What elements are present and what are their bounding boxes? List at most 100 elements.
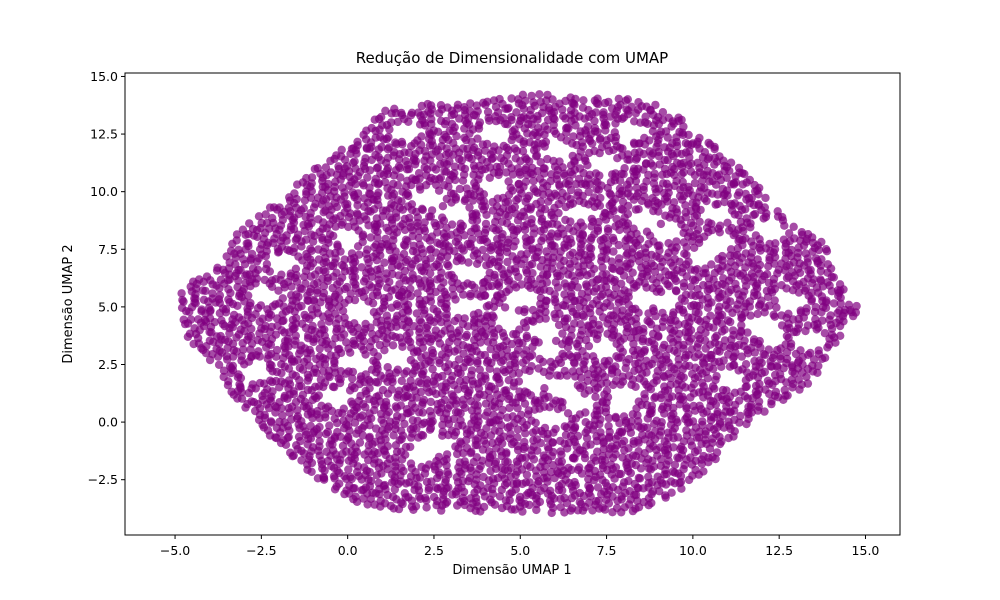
scatter-point bbox=[405, 213, 414, 223]
scatter-point bbox=[466, 99, 475, 108]
scatter-point bbox=[687, 290, 696, 300]
scatter-point bbox=[289, 225, 299, 234]
scatter-point bbox=[818, 316, 827, 325]
scatter-point bbox=[571, 121, 580, 130]
scatter-point bbox=[547, 264, 557, 273]
scatter-point bbox=[253, 265, 263, 274]
scatter-point bbox=[396, 173, 405, 182]
scatter-point bbox=[707, 260, 716, 269]
scatter-point bbox=[186, 315, 196, 324]
scatter-point bbox=[487, 382, 496, 391]
scatter-point bbox=[563, 314, 572, 323]
scatter-point bbox=[205, 314, 215, 323]
scatter-point bbox=[625, 275, 635, 284]
scatter-point bbox=[404, 117, 413, 127]
scatter-point bbox=[342, 162, 352, 171]
scatter-point bbox=[246, 298, 255, 308]
scatter-point bbox=[584, 386, 594, 395]
scatter-point bbox=[376, 169, 385, 178]
scatter-point bbox=[816, 275, 825, 284]
scatter-point bbox=[229, 310, 239, 320]
scatter-point bbox=[529, 98, 538, 107]
scatter-point bbox=[586, 440, 595, 449]
scatter-point bbox=[661, 493, 670, 502]
scatter-point bbox=[417, 132, 426, 141]
scatter-point bbox=[565, 176, 574, 186]
scatter-point bbox=[600, 118, 610, 128]
scatter-point bbox=[623, 324, 632, 333]
x-tick-label: 12.5 bbox=[765, 543, 793, 558]
scatter-point bbox=[500, 303, 510, 312]
scatter-point bbox=[611, 362, 620, 371]
scatter-point bbox=[267, 361, 276, 370]
scatter-point bbox=[722, 186, 732, 195]
scatter-point bbox=[524, 191, 534, 201]
scatter-point bbox=[504, 177, 513, 186]
scatter-point bbox=[507, 94, 516, 103]
scatter-point bbox=[578, 347, 587, 356]
scatter-point bbox=[350, 319, 359, 328]
scatter-point bbox=[642, 177, 651, 186]
scatter-point bbox=[338, 183, 347, 192]
scatter-point bbox=[321, 163, 331, 172]
scatter-point bbox=[453, 100, 463, 110]
scatter-point bbox=[809, 355, 819, 364]
scatter-point bbox=[655, 351, 664, 360]
scatter-point bbox=[315, 422, 324, 432]
scatter-point bbox=[504, 159, 513, 168]
scatter-point bbox=[775, 370, 785, 379]
scatter-point bbox=[540, 384, 549, 393]
scatter-point bbox=[601, 233, 610, 242]
scatter-point bbox=[586, 492, 595, 501]
scatter-point bbox=[590, 116, 599, 126]
scatter-point bbox=[487, 498, 496, 507]
scatter-point bbox=[206, 306, 215, 315]
scatter-point bbox=[540, 453, 550, 462]
scatter-point bbox=[695, 133, 704, 143]
scatter-point bbox=[677, 372, 686, 381]
scatter-point bbox=[777, 321, 787, 330]
scatter-point bbox=[337, 145, 346, 154]
scatter-point bbox=[358, 179, 367, 188]
scatter-point bbox=[321, 267, 330, 277]
scatter-point bbox=[560, 169, 569, 178]
scatter-point bbox=[528, 269, 537, 278]
scatter-point bbox=[634, 98, 643, 107]
scatter-point bbox=[415, 240, 424, 249]
scatter-point bbox=[814, 361, 823, 371]
scatter-point bbox=[479, 190, 489, 199]
scatter-point bbox=[829, 273, 838, 282]
scatter-point bbox=[457, 244, 467, 253]
scatter-point bbox=[323, 427, 332, 437]
scatter-point bbox=[631, 382, 640, 391]
scatter-point bbox=[294, 432, 304, 441]
scatter-point bbox=[708, 189, 717, 198]
scatter-point bbox=[669, 409, 678, 418]
scatter-point bbox=[534, 364, 543, 373]
scatter-point bbox=[601, 209, 610, 218]
scatter-point bbox=[693, 446, 702, 455]
scatter-point bbox=[755, 235, 764, 244]
scatter-point bbox=[351, 280, 360, 289]
scatter-point bbox=[397, 197, 406, 206]
scatter-point bbox=[655, 284, 664, 294]
scatter-point bbox=[348, 374, 357, 383]
scatter-point bbox=[334, 162, 343, 171]
scatter-point bbox=[381, 234, 390, 244]
scatter-point bbox=[556, 503, 565, 512]
scatter-point bbox=[365, 280, 374, 289]
scatter-point bbox=[787, 245, 796, 255]
scatter-point bbox=[429, 304, 438, 314]
scatter-point bbox=[728, 326, 738, 335]
scatter-point bbox=[353, 189, 363, 198]
scatter-point bbox=[572, 351, 582, 361]
scatter-point bbox=[532, 435, 542, 444]
scatter-point bbox=[418, 408, 427, 417]
scatter-point bbox=[560, 422, 569, 431]
scatter-point bbox=[624, 355, 634, 364]
scatter-point bbox=[669, 198, 679, 207]
scatter-point bbox=[260, 275, 269, 285]
scatter-point bbox=[306, 193, 316, 202]
scatter-point bbox=[586, 244, 596, 253]
scatter-point bbox=[647, 336, 656, 345]
